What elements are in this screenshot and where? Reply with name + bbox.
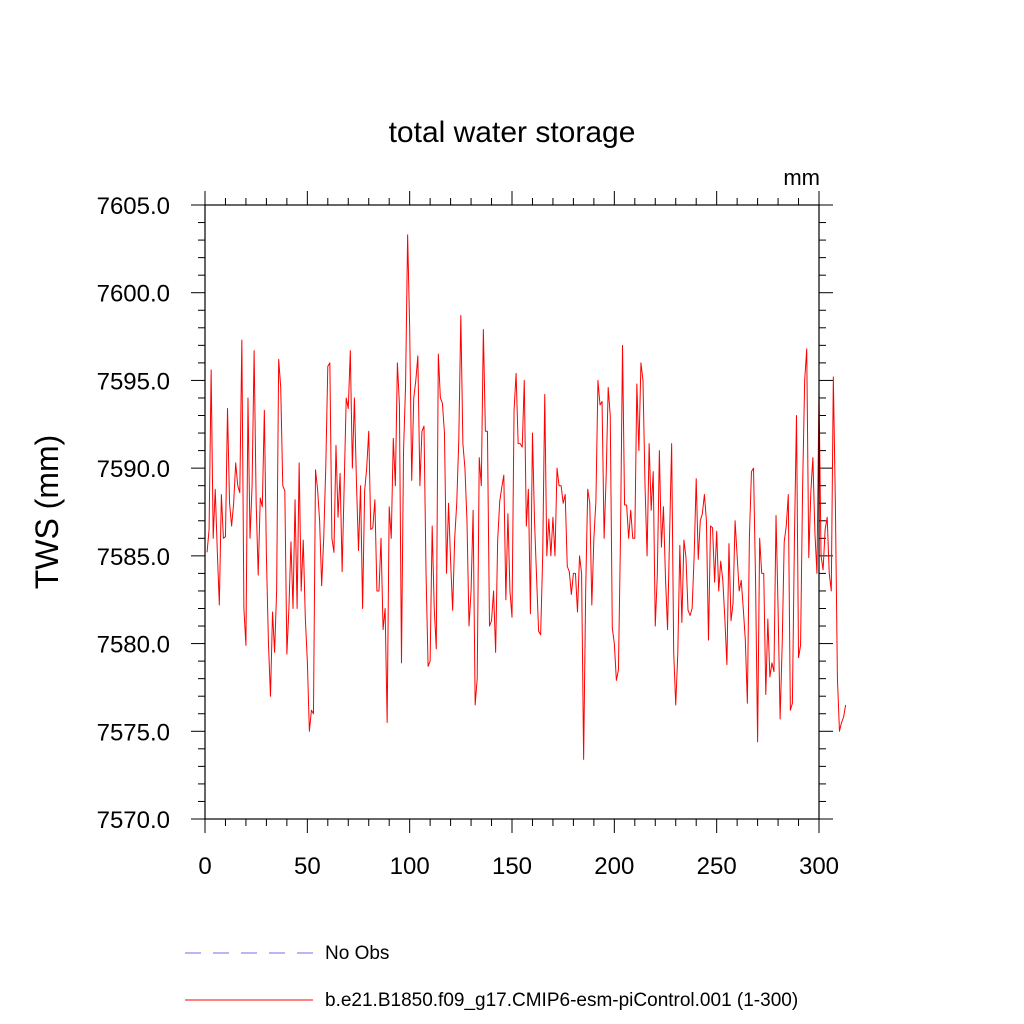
x-tick-label: 300 [799,853,839,880]
plot-frame [204,204,820,820]
y-tick-label: 7600.0 [97,281,170,308]
series-group [206,234,847,760]
x-tick-label: 50 [294,853,321,880]
y-tick-label: 7570.0 [97,807,170,834]
x-tick-label: 0 [198,853,211,880]
y-tick-label: 7605.0 [97,193,170,220]
y-axis-label: TWS (mm) [29,435,65,590]
legend: No Obs b.e21.B1850.f09_g17.CMIP6-esm-piC… [185,943,798,1011]
y-tick-label: 7575.0 [97,719,170,746]
x-tick-label: 100 [390,853,430,880]
units-label: mm [783,165,820,190]
chart-title: total water storage [389,116,636,149]
legend-label-model: b.e21.B1850.f09_g17.CMIP6-esm-piControl.… [325,990,798,1011]
y-tick-label: 7585.0 [97,544,170,571]
y-tick-label: 7580.0 [97,632,170,659]
x-tick-label: 200 [594,853,634,880]
series-line [206,234,847,760]
axis-ticks [191,191,833,833]
tick-labels: 0 50 100 150 200 250 300 7570.0 7575.0 7580.0 7585… [97,193,839,880]
x-tick-label: 250 [697,853,737,880]
y-tick-label: 7590.0 [97,456,170,483]
y-tick-label: 7595.0 [97,368,170,395]
x-tick-label: 150 [492,853,532,880]
legend-label-no-obs: No Obs [325,943,389,964]
